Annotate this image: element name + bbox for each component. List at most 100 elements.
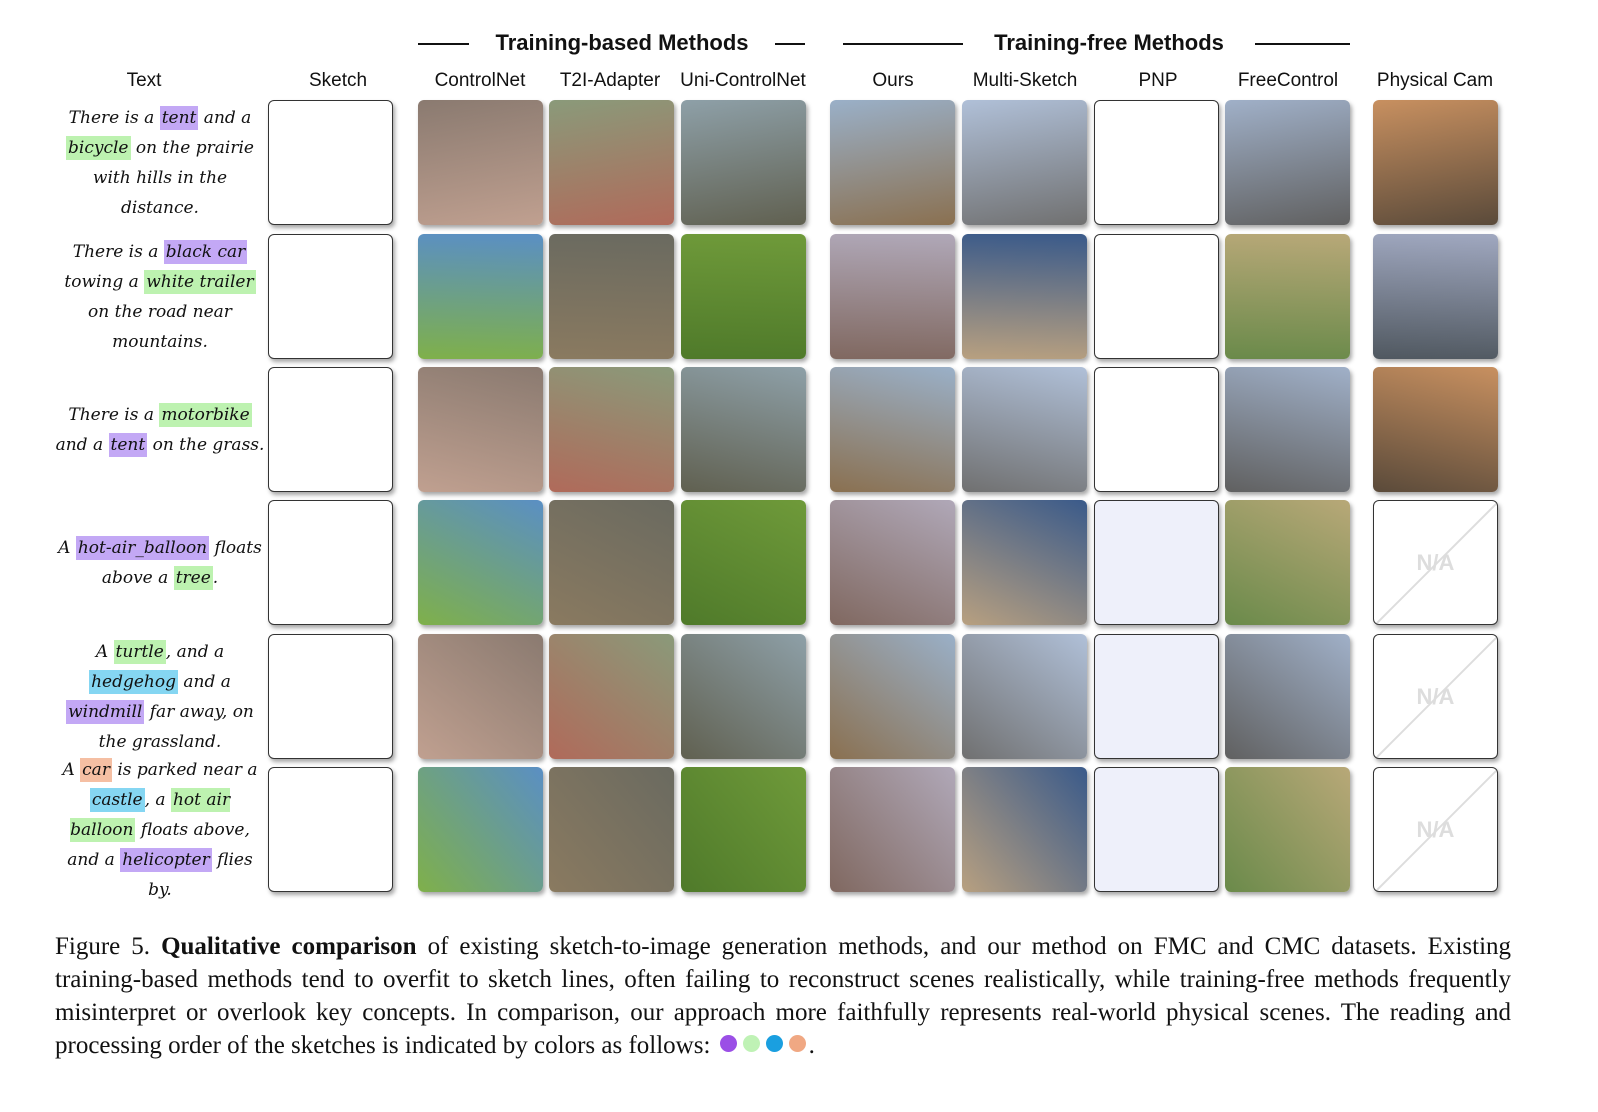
generated-image bbox=[1373, 234, 1498, 359]
prompt-segment: There is a bbox=[68, 107, 160, 128]
column-header: Ours bbox=[872, 70, 914, 91]
na-tile: N/A bbox=[1373, 767, 1498, 892]
generated-image bbox=[962, 234, 1087, 359]
generated-image bbox=[418, 234, 543, 359]
generated-image bbox=[549, 634, 674, 759]
generated-image bbox=[830, 100, 955, 225]
na-label: N/A bbox=[1416, 683, 1455, 709]
prompt-segment: There is a bbox=[72, 241, 164, 262]
highlighted-word: white trailer bbox=[144, 269, 256, 294]
column-header: ControlNet bbox=[434, 70, 526, 91]
prompt-segment: A bbox=[62, 759, 81, 780]
group-title: Training-free Methods bbox=[994, 30, 1224, 55]
generated-image bbox=[681, 100, 806, 225]
group-rule bbox=[843, 43, 963, 45]
prompt-text: A hot-air_balloon floats above a tree. bbox=[55, 533, 265, 593]
highlighted-word: tent bbox=[159, 105, 199, 130]
group-rule bbox=[1255, 43, 1350, 45]
generated-image bbox=[418, 367, 543, 492]
order-color-dot bbox=[788, 1035, 806, 1052]
generated-image bbox=[549, 234, 674, 359]
generated-image bbox=[1225, 100, 1350, 225]
na-label: N/A bbox=[1416, 816, 1455, 842]
highlighted-word: windmill bbox=[66, 699, 145, 724]
sketch-image bbox=[1094, 767, 1219, 892]
prompt-segment: far away, on the grassland. bbox=[98, 701, 254, 752]
prompt: A turtle, and a hedgehog and a windmill … bbox=[55, 634, 265, 759]
column-header: Text bbox=[126, 70, 162, 91]
generated-image bbox=[962, 100, 1087, 225]
sketch-image bbox=[1094, 367, 1219, 492]
generated-image bbox=[549, 100, 674, 225]
prompt-segment: floats above a bbox=[101, 537, 262, 588]
generated-image bbox=[830, 367, 955, 492]
prompt-segment: A bbox=[95, 641, 114, 662]
prompt-segment: and a bbox=[55, 434, 109, 455]
prompt-segment: floats above, and a bbox=[67, 819, 250, 870]
generated-image bbox=[1225, 367, 1350, 492]
generated-image bbox=[1225, 500, 1350, 625]
na-slash bbox=[1374, 635, 1497, 758]
generated-image bbox=[549, 767, 674, 892]
prompt-segment: flies by. bbox=[148, 849, 253, 900]
generated-image bbox=[830, 767, 955, 892]
prompt-segment: There is a bbox=[68, 404, 160, 425]
prompt-segment: on the prairie with hills in the distanc… bbox=[92, 137, 254, 218]
caption-label: Figure 5. bbox=[55, 933, 151, 960]
generated-image bbox=[830, 234, 955, 359]
generated-image bbox=[418, 634, 543, 759]
generated-image bbox=[1225, 234, 1350, 359]
prompt-text: There is a tent and a bicycle on the pra… bbox=[55, 103, 265, 223]
generated-image bbox=[681, 767, 806, 892]
na-label: N/A bbox=[1416, 549, 1455, 575]
sketch-image bbox=[1094, 634, 1219, 759]
generated-image bbox=[962, 500, 1087, 625]
na-tile: N/A bbox=[1373, 500, 1498, 625]
generated-image bbox=[830, 634, 955, 759]
caption-text: of existing sketch-to-image generation m… bbox=[55, 933, 1512, 1059]
sketch-image bbox=[268, 234, 393, 359]
prompt: There is a motorbike and a tent on the g… bbox=[55, 367, 265, 492]
group-title: Training-based Methods bbox=[495, 30, 749, 55]
prompt-segment: towing a bbox=[64, 271, 145, 292]
prompt: A car is parked near a castle, a hot air… bbox=[55, 757, 265, 900]
prompt-segment: , and a bbox=[165, 641, 225, 662]
column-header: T2I-Adapter bbox=[559, 70, 661, 91]
generated-image bbox=[681, 500, 806, 625]
caption-bold: Qualitative comparison bbox=[161, 933, 417, 960]
na-slash bbox=[1374, 501, 1497, 624]
na-tile: N/A bbox=[1373, 634, 1498, 759]
prompt-segment: and a bbox=[198, 107, 252, 128]
generated-image bbox=[1373, 100, 1498, 225]
prompt-segment: , a bbox=[144, 789, 171, 810]
column-header: FreeControl bbox=[1237, 70, 1339, 91]
order-color-dot bbox=[719, 1035, 737, 1052]
generated-image bbox=[549, 367, 674, 492]
prompt-text: There is a black car towing a white trai… bbox=[55, 237, 265, 357]
generated-image bbox=[681, 634, 806, 759]
generated-image bbox=[1373, 367, 1498, 492]
prompt-segment: is parked near a bbox=[111, 759, 258, 780]
figure-caption: Figure 5. Qualitative comparison of exis… bbox=[55, 930, 1511, 1062]
generated-image bbox=[962, 367, 1087, 492]
highlighted-word: bicycle bbox=[66, 135, 131, 160]
prompt: A hot-air_balloon floats above a tree. bbox=[55, 500, 265, 625]
generated-image bbox=[549, 500, 674, 625]
prompt-segment: . bbox=[212, 567, 219, 588]
prompt-segment: on the road near mountains. bbox=[88, 301, 232, 352]
generated-image bbox=[681, 234, 806, 359]
generated-image bbox=[962, 634, 1087, 759]
generated-image bbox=[418, 500, 543, 625]
prompt-segment: and a bbox=[177, 671, 231, 692]
highlighted-word: turtle bbox=[113, 639, 166, 664]
highlighted-word: helicopter bbox=[120, 847, 212, 872]
highlighted-word: tent bbox=[108, 432, 148, 457]
order-color-dot bbox=[742, 1035, 760, 1052]
generated-image bbox=[962, 767, 1087, 892]
sketch-image bbox=[268, 100, 393, 225]
sketch-image bbox=[1094, 234, 1219, 359]
sketch-image bbox=[1094, 100, 1219, 225]
order-color-dot bbox=[765, 1035, 783, 1052]
prompt-segment: on the grass. bbox=[147, 434, 265, 455]
highlighted-word: hot-air_balloon bbox=[75, 535, 210, 560]
